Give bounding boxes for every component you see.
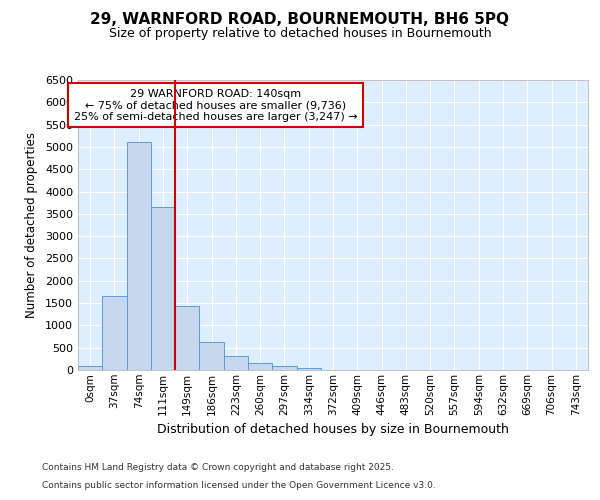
Text: 29, WARNFORD ROAD, BOURNEMOUTH, BH6 5PQ: 29, WARNFORD ROAD, BOURNEMOUTH, BH6 5PQ (91, 12, 509, 28)
Bar (175, 306, 199, 370)
Bar (296, 368, 321, 370)
Bar (248, 364, 272, 370)
Bar (272, 366, 296, 370)
Bar (78, 366, 102, 370)
Bar (127, 142, 151, 370)
X-axis label: Distribution of detached houses by size in Bournemouth: Distribution of detached houses by size … (157, 423, 509, 436)
Bar (151, 207, 175, 370)
Text: Size of property relative to detached houses in Bournemouth: Size of property relative to detached ho… (109, 28, 491, 40)
Text: Contains public sector information licensed under the Open Government Licence v3: Contains public sector information licen… (42, 481, 436, 490)
Text: 29 WARNFORD ROAD: 140sqm
← 75% of detached houses are smaller (9,736)
25% of sem: 29 WARNFORD ROAD: 140sqm ← 75% of detach… (74, 88, 358, 122)
Bar (199, 342, 224, 370)
Y-axis label: Number of detached properties: Number of detached properties (25, 132, 38, 318)
Bar (224, 356, 248, 370)
Bar (102, 296, 127, 370)
Text: Contains HM Land Registry data © Crown copyright and database right 2025.: Contains HM Land Registry data © Crown c… (42, 464, 394, 472)
